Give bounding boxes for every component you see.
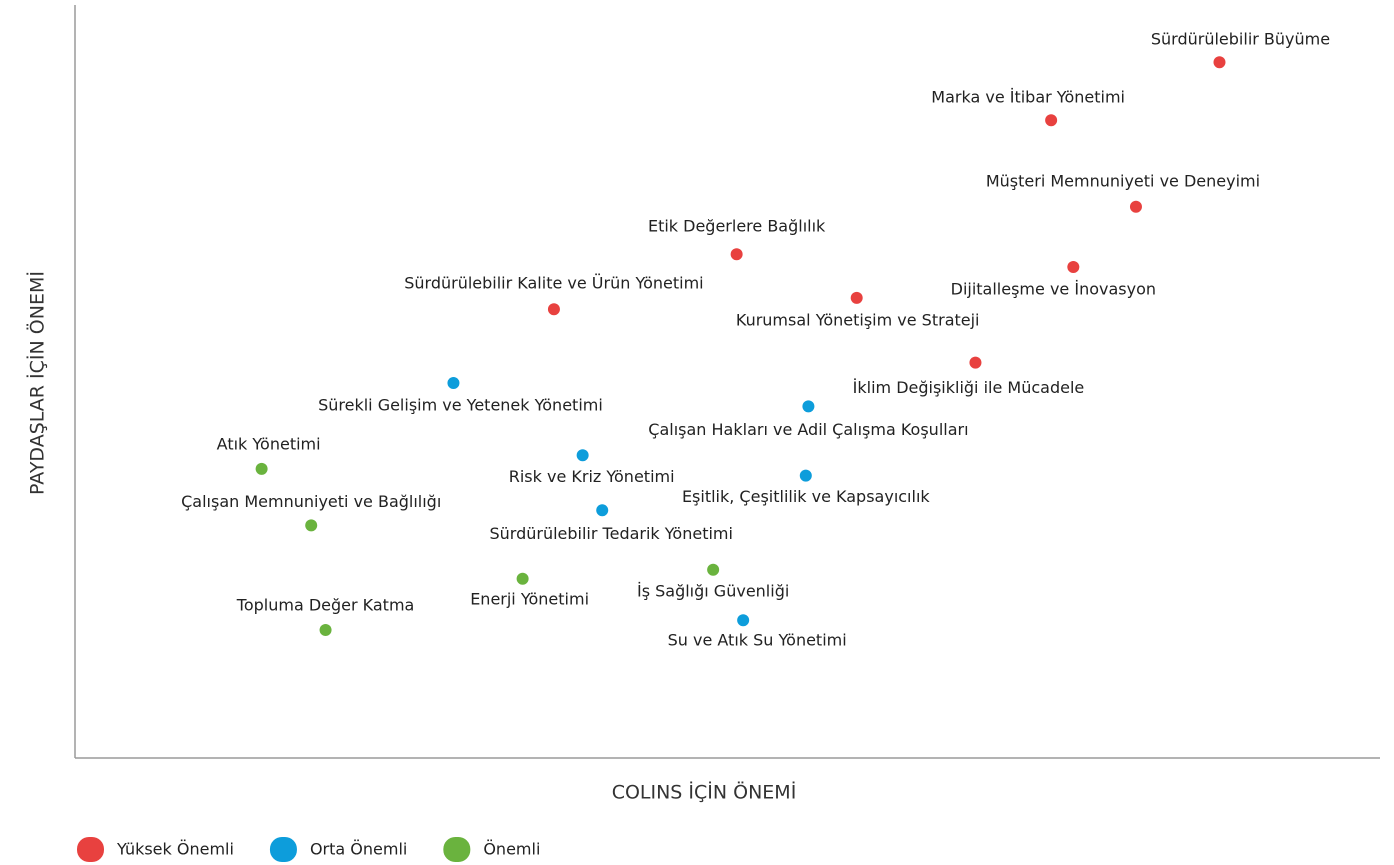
legend-swatch xyxy=(77,837,104,862)
point-label: Çalışan Memnuniyeti ve Bağlılığı xyxy=(181,492,441,511)
point-label: Eşitlik, Çeşitlilik ve Kapsayıcılık xyxy=(682,487,930,506)
point-label: İklim Değişikliği ile Mücadele xyxy=(853,378,1085,397)
point xyxy=(576,449,589,462)
point xyxy=(516,572,529,585)
point xyxy=(850,291,863,304)
point-label: Sürekli Gelişim ve Yetenek Yönetimi xyxy=(318,396,603,415)
point-label: Sürdürülebilir Tedarik Yönetimi xyxy=(489,524,732,543)
point-label: Müşteri Memnuniyeti ve Deneyimi xyxy=(986,171,1260,190)
point xyxy=(596,504,609,517)
point-label: Enerji Yönetimi xyxy=(470,589,589,608)
point xyxy=(319,623,332,636)
point-label: Su ve Atık Su Yönetimi xyxy=(668,631,847,650)
point-label: Marka ve İtibar Yönetimi xyxy=(931,88,1125,107)
point xyxy=(1213,56,1226,69)
legend-label: Orta Önemli xyxy=(310,840,407,859)
point-label: Atık Yönetimi xyxy=(217,434,321,453)
point xyxy=(1045,114,1058,127)
y-axis-title: PAYDAŞLAR İÇİN ÖNEMİ xyxy=(26,271,49,495)
point-label: Dijitalleşme ve İnovasyon xyxy=(951,280,1156,299)
point-label: Çalışan Hakları ve Adil Çalışma Koşullar… xyxy=(648,420,968,439)
point-label: Risk ve Kriz Yönetimi xyxy=(509,467,675,486)
point xyxy=(447,377,460,390)
legend-label: Önemli xyxy=(483,840,540,859)
point xyxy=(1067,261,1080,274)
legend-swatch xyxy=(443,837,471,862)
point xyxy=(802,400,815,413)
legend-swatch xyxy=(269,837,297,862)
point-label: Sürdürülebilir Kalite ve Ürün Yönetimi xyxy=(404,274,703,293)
point-label: Topluma Değer Katma xyxy=(236,595,415,614)
x-axis-title: COLINS İÇİN ÖNEMİ xyxy=(612,781,797,804)
point xyxy=(1129,200,1142,213)
point xyxy=(799,469,812,482)
point-label: Kurumsal Yönetişim ve Strateji xyxy=(736,310,980,329)
point-label: Etik Değerlere Bağlılık xyxy=(648,217,826,236)
point-label: Sürdürülebilir Büyüme xyxy=(1151,30,1330,49)
point-label: İş Sağlığı Güvenliği xyxy=(637,581,789,600)
point xyxy=(737,614,750,627)
point xyxy=(255,462,268,475)
point xyxy=(305,519,318,532)
legend-label: Yüksek Önemli xyxy=(116,840,234,859)
point xyxy=(969,356,982,369)
point xyxy=(730,248,743,261)
point xyxy=(707,563,720,576)
point xyxy=(547,303,560,316)
